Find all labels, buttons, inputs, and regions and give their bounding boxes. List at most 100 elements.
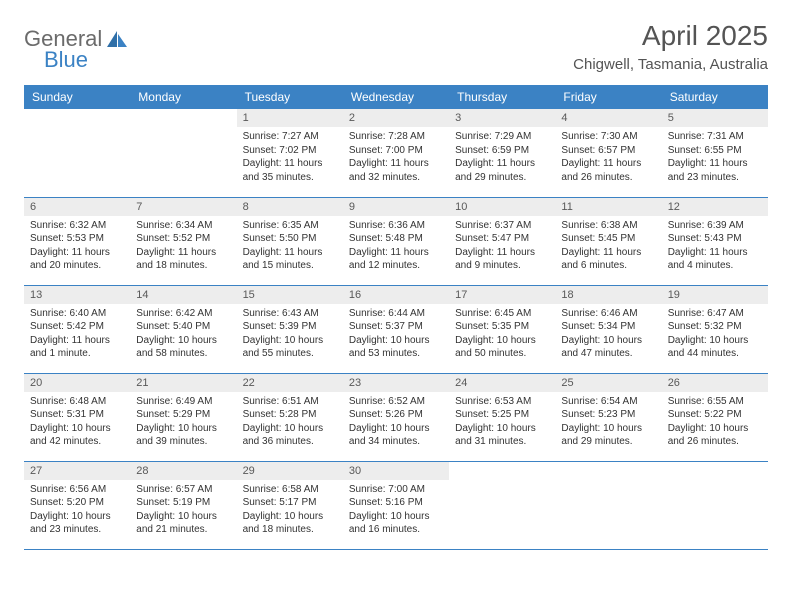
calendar-cell: 10Sunrise: 6:37 AMSunset: 5:47 PMDayligh… <box>449 197 555 285</box>
calendar-week-row: 13 Sunrise: 6:40 AMSunset: 5:42 PM Dayligh… <box>24 285 768 373</box>
day-line-ss: Sunset: 5:25 PM <box>455 408 549 422</box>
day-line-d1: Daylight: 11 hours <box>455 157 549 171</box>
calendar-cell: 26Sunrise: 6:55 AMSunset: 5:22 PMDayligh… <box>662 373 768 461</box>
day-line-d1: Daylight: 11 hours <box>136 246 230 260</box>
day-line-sr: Sunrise: 6:54 AM <box>561 395 655 409</box>
day-body: Sunrise: 6:52 AMSunset: 5:26 PMDaylight:… <box>343 392 449 455</box>
day-line-sr: Sunrise: 6:37 AM <box>455 219 549 233</box>
day-body: Sunrise: 6:53 AMSunset: 5:25 PMDaylight:… <box>449 392 555 455</box>
day-body: Sunrise: 6:37 AMSunset: 5:47 PMDaylight:… <box>449 216 555 279</box>
day-number: 24 <box>449 374 555 392</box>
day-line-d1: Daylight: 10 hours <box>349 510 443 524</box>
day-line-d1: Daylight: 10 hours <box>455 334 549 348</box>
day-number: 17 <box>449 286 555 304</box>
day-line-d2: and 20 minutes. <box>30 259 124 273</box>
day-line-d1: Daylight: 10 hours <box>136 422 230 436</box>
calendar-cell: 9Sunrise: 6:36 AMSunset: 5:48 PMDaylight… <box>343 197 449 285</box>
day-line-d2: and 29 minutes. <box>455 171 549 185</box>
day-line-d2: and 44 minutes. <box>668 347 762 361</box>
day-line-ss: Sunset: 5:35 PM <box>455 320 549 334</box>
day-number: 30 <box>343 462 449 480</box>
day-line-ss: Sunset: 5:19 PM <box>136 496 230 510</box>
day-line-sr: Sunrise: 6:40 AM <box>30 307 124 321</box>
day-body: Sunrise: 7:29 AMSunset: 6:59 PMDaylight:… <box>449 127 555 190</box>
day-line-sr: Sunrise: 6:55 AM <box>668 395 762 409</box>
weekday-header-row: Sunday Monday Tuesday Wednesday Thursday… <box>24 85 768 109</box>
day-line-d1: Daylight: 11 hours <box>561 246 655 260</box>
day-number: 3 <box>449 109 555 127</box>
day-line-ss: Sunset: 6:57 PM <box>561 144 655 158</box>
day-body: Sunrise: 7:31 AMSunset: 6:55 PMDaylight:… <box>662 127 768 190</box>
day-line-sr: Sunrise: 6:47 AM <box>668 307 762 321</box>
day-number: 28 <box>130 462 236 480</box>
weekday-header: Tuesday <box>237 85 343 109</box>
day-line-ss: Sunset: 5:42 PM <box>30 320 124 334</box>
day-line-sr: Sunrise: 6:49 AM <box>136 395 230 409</box>
day-body: Sunrise: 6:55 AMSunset: 5:22 PMDaylight:… <box>662 392 768 455</box>
calendar-cell: 14Sunrise: 6:42 AMSunset: 5:40 PMDayligh… <box>130 285 236 373</box>
day-line-ss: Sunset: 5:39 PM <box>243 320 337 334</box>
day-line-ss: Sunset: 5:17 PM <box>243 496 337 510</box>
day-line-ss: Sunset: 5:23 PM <box>561 408 655 422</box>
day-number: 15 <box>237 286 343 304</box>
day-line-d2: and 12 minutes. <box>349 259 443 273</box>
day-line-sr: Sunrise: 6:42 AM <box>136 307 230 321</box>
day-line-d1: Daylight: 10 hours <box>30 510 124 524</box>
calendar-week-row: 27Sunrise: 6:56 AMSunset: 5:20 PMDayligh… <box>24 461 768 549</box>
calendar-table: Sunday Monday Tuesday Wednesday Thursday… <box>24 85 768 550</box>
calendar-week-row: 1Sunrise: 7:27 AMSunset: 7:02 PMDaylight… <box>24 109 768 197</box>
day-line-d1: Daylight: 11 hours <box>561 157 655 171</box>
day-line-d1: Daylight: 10 hours <box>243 510 337 524</box>
day-line-d1: Daylight: 10 hours <box>561 422 655 436</box>
day-line-sr: Sunrise: 6:53 AM <box>455 395 549 409</box>
day-line-d2: and 18 minutes. <box>136 259 230 273</box>
calendar-cell: 17 Sunrise: 6:45 AMSunset: 5:35 PMDayligh… <box>449 285 555 373</box>
day-line-ss: Sunset: 7:02 PM <box>243 144 337 158</box>
day-number: 5 <box>662 109 768 127</box>
day-line-sr: Sunrise: 7:30 AM <box>561 130 655 144</box>
day-line-d2: and 39 minutes. <box>136 435 230 449</box>
day-line-sr: Sunrise: 6:32 AM <box>30 219 124 233</box>
day-body: Sunrise: 6:44 AMSunset: 5:37 PMDaylight:… <box>343 304 449 367</box>
day-line-sr: Sunrise: 7:29 AM <box>455 130 549 144</box>
day-body: Sunrise: 6:35 AMSunset: 5:50 PMDaylight:… <box>237 216 343 279</box>
day-line-ss: Sunset: 5:40 PM <box>136 320 230 334</box>
day-line-d2: and 15 minutes. <box>243 259 337 273</box>
day-number: 9 <box>343 198 449 216</box>
day-number: 27 <box>24 462 130 480</box>
day-number: 1 <box>237 109 343 127</box>
day-line-d1: Daylight: 11 hours <box>349 246 443 260</box>
day-line-d1: Daylight: 10 hours <box>136 334 230 348</box>
calendar-cell <box>449 461 555 549</box>
day-number: 13 <box>24 286 130 304</box>
day-line-d2: and 6 minutes. <box>561 259 655 273</box>
calendar-cell: 29Sunrise: 6:58 AMSunset: 5:17 PMDayligh… <box>237 461 343 549</box>
day-line-d1: Daylight: 10 hours <box>243 422 337 436</box>
day-line-sr: Sunrise: 6:52 AM <box>349 395 443 409</box>
weekday-header: Friday <box>555 85 661 109</box>
day-line-ss: Sunset: 5:52 PM <box>136 232 230 246</box>
day-line-sr: Sunrise: 6:46 AM <box>561 307 655 321</box>
day-line-d2: and 58 minutes. <box>136 347 230 361</box>
day-line-d1: Daylight: 11 hours <box>455 246 549 260</box>
calendar-cell: 28Sunrise: 6:57 AMSunset: 5:19 PMDayligh… <box>130 461 236 549</box>
day-number: 19 <box>662 286 768 304</box>
day-number: 26 <box>662 374 768 392</box>
day-body: Sunrise: 6:54 AMSunset: 5:23 PMDaylight:… <box>555 392 661 455</box>
day-body: Sunrise: 6:47 AMSunset: 5:32 PMDaylight:… <box>662 304 768 367</box>
day-line-sr: Sunrise: 7:00 AM <box>349 483 443 497</box>
day-line-ss: Sunset: 6:59 PM <box>455 144 549 158</box>
day-line-ss: Sunset: 5:53 PM <box>30 232 124 246</box>
day-line-d1: Daylight: 10 hours <box>349 422 443 436</box>
day-line-d2: and 26 minutes. <box>561 171 655 185</box>
calendar-cell: 23Sunrise: 6:52 AMSunset: 5:26 PMDayligh… <box>343 373 449 461</box>
calendar-cell: 19Sunrise: 6:47 AMSunset: 5:32 PMDayligh… <box>662 285 768 373</box>
day-line-ss: Sunset: 5:43 PM <box>668 232 762 246</box>
calendar-cell: 18Sunrise: 6:46 AMSunset: 5:34 PMDayligh… <box>555 285 661 373</box>
day-number: 20 <box>24 374 130 392</box>
day-number: 7 <box>130 198 236 216</box>
day-body: Sunrise: 6:46 AMSunset: 5:34 PMDaylight:… <box>555 304 661 367</box>
weekday-header: Saturday <box>662 85 768 109</box>
day-line-sr: Sunrise: 6:45 AM <box>455 307 549 321</box>
day-line-d2: and 50 minutes. <box>455 347 549 361</box>
